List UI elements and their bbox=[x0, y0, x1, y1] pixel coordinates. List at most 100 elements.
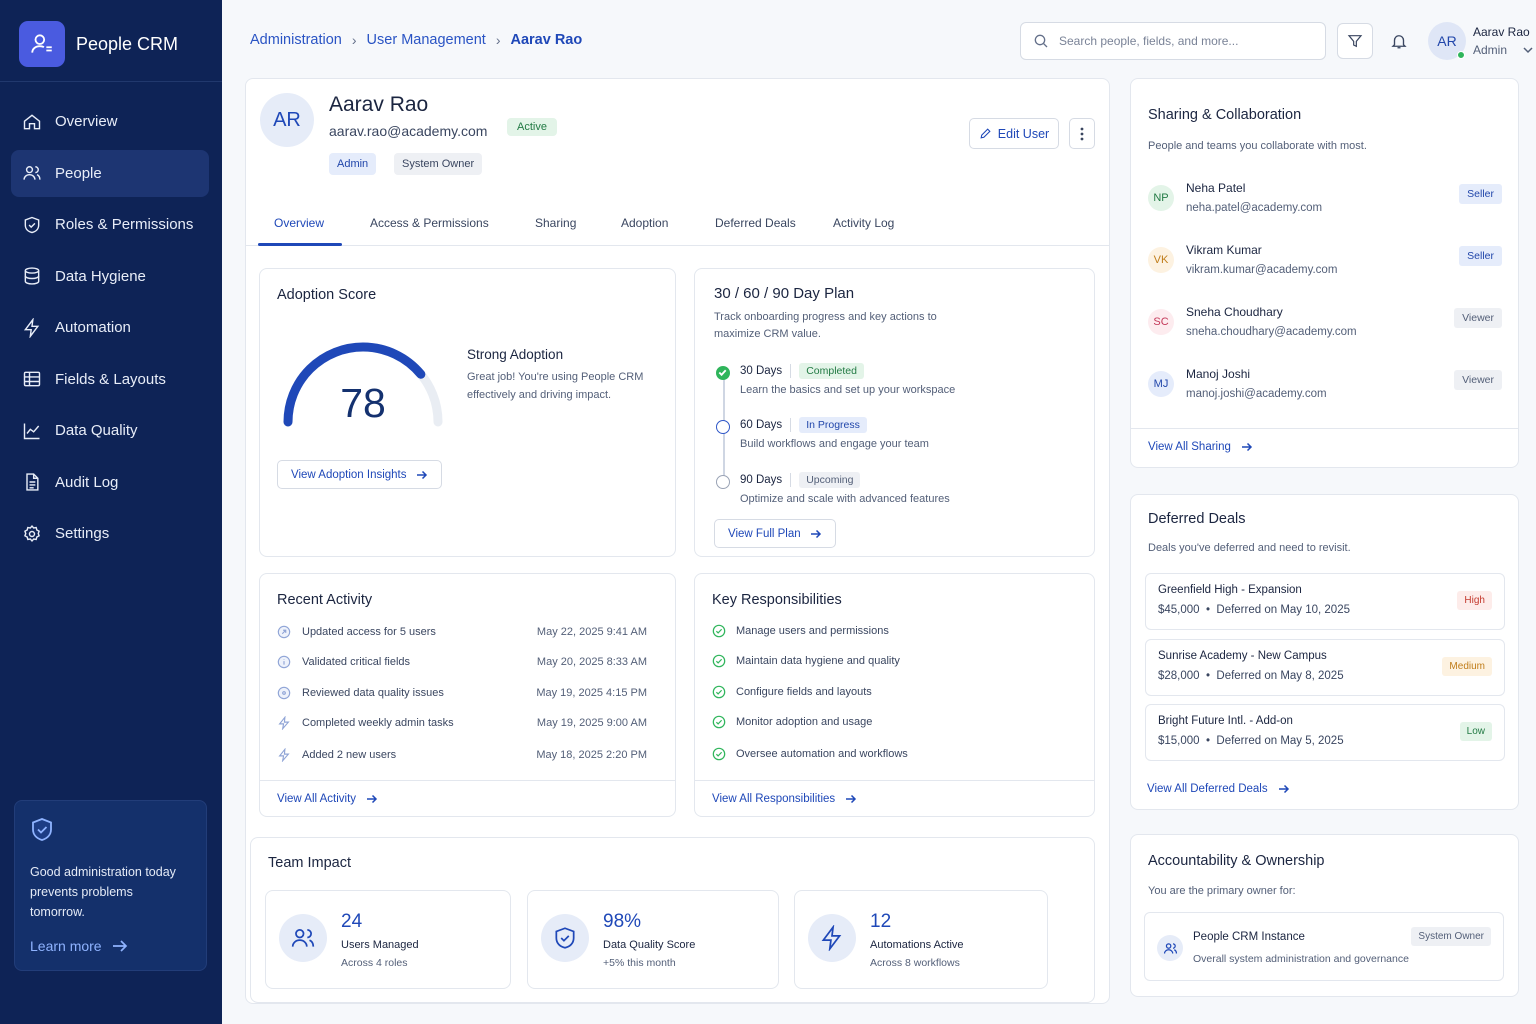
impact-value: 12 bbox=[870, 911, 892, 932]
sidebar-item-overview[interactable]: Overview bbox=[11, 98, 209, 145]
pencil-icon bbox=[980, 128, 991, 139]
lightning-icon bbox=[808, 914, 856, 962]
person-email: sneha.choudhary@academy.com bbox=[1186, 326, 1357, 338]
responsibility-text: Configure fields and layouts bbox=[736, 686, 872, 698]
activity-time: May 19, 2025 9:00 AM bbox=[536, 717, 647, 729]
circle-icon bbox=[716, 475, 730, 489]
ownership-item[interactable]: People CRM Instance Overall system admin… bbox=[1144, 912, 1504, 981]
tab-activity-log[interactable]: Activity Log bbox=[833, 216, 895, 230]
adoption-headline: Strong Adoption bbox=[467, 347, 564, 362]
deal-row[interactable]: Greenfield High - Expansion $45,000 • De… bbox=[1145, 573, 1505, 630]
card-title: Recent Activity bbox=[277, 592, 373, 608]
sidebar-item-data-hygiene[interactable]: Data Hygiene bbox=[11, 253, 209, 300]
more-options-button[interactable] bbox=[1069, 118, 1095, 149]
view-full-plan-button[interactable]: View Full Plan bbox=[714, 519, 836, 548]
learn-more-link[interactable]: Learn more bbox=[30, 938, 191, 954]
lightning-icon bbox=[278, 748, 290, 762]
plan-description: Track onboarding progress and key action… bbox=[714, 311, 937, 340]
tab-sharing[interactable]: Sharing bbox=[535, 216, 577, 230]
avatar-initials: AR bbox=[1437, 33, 1457, 49]
home-icon bbox=[23, 113, 41, 129]
check-circle-icon bbox=[716, 366, 730, 380]
notifications-button[interactable] bbox=[1390, 31, 1408, 56]
main-panel: AR Aarav Rao aarav.rao@academy.com Activ… bbox=[245, 78, 1110, 1004]
impact-stat-quality: 98% Data Quality Score +5% this month bbox=[527, 890, 779, 989]
card-title: Adoption Score bbox=[277, 287, 377, 303]
sidebar-item-automation[interactable]: Automation bbox=[11, 304, 209, 351]
status-badge: Active bbox=[507, 118, 557, 136]
list-item[interactable]: VK Vikram Kumar vikram.kumar@academy.com… bbox=[1148, 243, 1502, 287]
lightning-icon bbox=[23, 317, 40, 338]
priority-badge: Low bbox=[1459, 722, 1492, 741]
deal-deferred-date: Deferred on May 8, 2025 bbox=[1216, 670, 1344, 682]
person-name: Vikram Kumar bbox=[1186, 243, 1262, 257]
list-item[interactable]: SC Sneha Choudhary sneha.choudhary@acade… bbox=[1148, 305, 1502, 349]
sidebar-item-people[interactable]: People bbox=[11, 149, 209, 197]
deal-row[interactable]: Bright Future Intl. - Add-on $15,000 • D… bbox=[1145, 704, 1505, 761]
arrow-right-icon bbox=[846, 794, 857, 804]
activity-time: May 18, 2025 2:20 PM bbox=[536, 749, 647, 761]
tab-deferred-deals[interactable]: Deferred Deals bbox=[715, 216, 796, 230]
users-icon bbox=[279, 914, 327, 962]
sidebar-item-audit-log[interactable]: Audit Log bbox=[11, 459, 209, 506]
deal-name: Bright Future Intl. - Add-on bbox=[1158, 715, 1293, 727]
chevron-right-icon: › bbox=[495, 32, 501, 48]
bell-icon bbox=[1391, 35, 1407, 49]
activity-time: May 22, 2025 9:41 AM bbox=[536, 626, 647, 638]
adoption-gauge bbox=[283, 342, 443, 427]
lightning-icon bbox=[278, 716, 290, 730]
card-description: You are the primary owner for: bbox=[1148, 885, 1296, 897]
tab-overview[interactable]: Overview bbox=[274, 216, 325, 230]
list-item: Completed weekly admin tasks May 19, 202… bbox=[277, 715, 647, 733]
view-all-activity-link[interactable]: View All Activity bbox=[277, 793, 378, 805]
sidebar-item-roles-permissions[interactable]: Roles & Permissions bbox=[11, 201, 209, 248]
view-all-sharing-link[interactable]: View All Sharing bbox=[1148, 441, 1253, 453]
check-circle-icon bbox=[712, 654, 726, 668]
list-item[interactable]: NP Neha Patel neha.patel@academy.com Sel… bbox=[1148, 181, 1502, 225]
sidebar-item-fields-layouts[interactable]: Fields & Layouts bbox=[11, 356, 209, 403]
card-title: Accountability & Ownership bbox=[1148, 853, 1325, 869]
view-all-responsibilities-link[interactable]: View All Responsibilities bbox=[712, 793, 857, 805]
edit-user-button[interactable]: Edit User bbox=[969, 118, 1059, 149]
breadcrumb-current: Aarav Rao bbox=[510, 32, 583, 48]
list-item: Reviewed data quality issues May 19, 202… bbox=[277, 685, 647, 703]
document-icon bbox=[26, 473, 39, 491]
sidebar-item-label: Data Hygiene bbox=[55, 267, 146, 285]
shield-check-icon bbox=[541, 914, 589, 962]
avatar: SC bbox=[1148, 309, 1174, 335]
tab-bar: Overview Access & Permissions Sharing Ad… bbox=[246, 201, 1109, 246]
divider bbox=[790, 364, 792, 378]
sidebar-item-label: People bbox=[55, 164, 102, 182]
sidebar-item-settings[interactable]: Settings bbox=[11, 510, 209, 557]
filter-button[interactable] bbox=[1337, 23, 1373, 59]
divider bbox=[0, 81, 222, 82]
responsibility-text: Manage users and permissions bbox=[736, 625, 889, 637]
person-name: Manoj Joshi bbox=[1186, 367, 1251, 381]
breadcrumb-user-management[interactable]: User Management bbox=[366, 32, 486, 48]
list-item: Oversee automation and workflows bbox=[712, 747, 908, 761]
user-meta: Aarav Rao Admin bbox=[1473, 23, 1533, 59]
adoption-score-card: Adoption Score 78 Strong Adoption Great … bbox=[259, 268, 676, 557]
avatar: AR bbox=[1428, 22, 1466, 60]
deal-row[interactable]: Sunrise Academy - New Campus $28,000 • D… bbox=[1145, 639, 1505, 696]
person-name: Sneha Choudhary bbox=[1186, 305, 1283, 319]
view-adoption-insights-button[interactable]: View Adoption Insights bbox=[277, 460, 442, 489]
list-item: Maintain data hygiene and quality bbox=[712, 654, 900, 668]
person-name: Neha Patel bbox=[1186, 181, 1246, 195]
view-all-deferred-deals-link[interactable]: View All Deferred Deals bbox=[1147, 783, 1290, 795]
tab-adoption[interactable]: Adoption bbox=[621, 216, 669, 230]
impact-value: 24 bbox=[341, 911, 363, 932]
tab-access-permissions[interactable]: Access & Permissions bbox=[370, 216, 489, 230]
status-badge: Completed bbox=[799, 363, 864, 379]
user-menu[interactable]: AR Aarav Rao Admin bbox=[1428, 22, 1533, 60]
priority-badge: High bbox=[1457, 591, 1492, 610]
sidebar-item-data-quality[interactable]: Data Quality bbox=[11, 407, 209, 454]
avatar-initials: NP bbox=[1153, 192, 1169, 204]
breadcrumb-administration[interactable]: Administration bbox=[250, 32, 342, 48]
person-email: neha.patel@academy.com bbox=[1186, 202, 1323, 214]
brand[interactable]: People CRM bbox=[19, 21, 178, 67]
database-icon bbox=[24, 267, 40, 285]
search-input[interactable] bbox=[1059, 34, 1309, 48]
users-icon bbox=[23, 166, 41, 180]
list-item[interactable]: MJ Manoj Joshi manoj.joshi@academy.com V… bbox=[1148, 367, 1502, 411]
